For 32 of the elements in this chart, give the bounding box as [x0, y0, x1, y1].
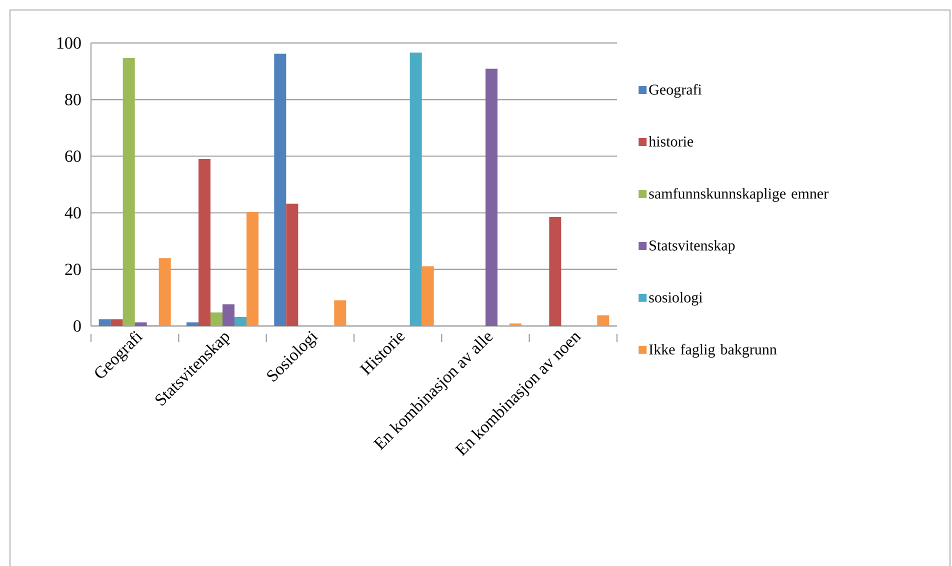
bar: [234, 316, 247, 326]
bar: [110, 319, 123, 326]
y-tick-label: 40: [64, 207, 81, 219]
legend-label: Ikke faglig bakgrunn: [649, 344, 777, 358]
bar: [549, 217, 562, 326]
bar: [198, 159, 211, 326]
legend-label: sosiologi: [649, 292, 702, 306]
bar: [210, 312, 223, 326]
y-tick-label: 100: [57, 37, 81, 49]
bar: [486, 68, 498, 326]
bar: [122, 58, 135, 326]
bar: [422, 266, 434, 326]
bar: [98, 319, 111, 326]
bar: [410, 52, 422, 326]
bar: [274, 54, 286, 326]
bar: [158, 258, 171, 326]
bar: [286, 204, 298, 326]
bar: [134, 322, 147, 326]
bar: [222, 304, 235, 326]
bar: [246, 212, 259, 326]
y-tick-label: 60: [65, 150, 81, 162]
legend-label: Geografi: [649, 84, 702, 98]
legend-label: samfunnskunnskaplige emner: [649, 188, 828, 202]
y-tick-label: 0: [74, 320, 81, 332]
legend-label: Statsvitenskap: [650, 240, 735, 254]
bar: [186, 322, 199, 326]
bar: [510, 323, 522, 326]
bar: [597, 315, 610, 326]
y-tick-label: 80: [65, 94, 81, 106]
y-tick-label: 20: [65, 264, 81, 276]
legend-label: historie: [648, 136, 694, 147]
bar: [334, 300, 346, 326]
